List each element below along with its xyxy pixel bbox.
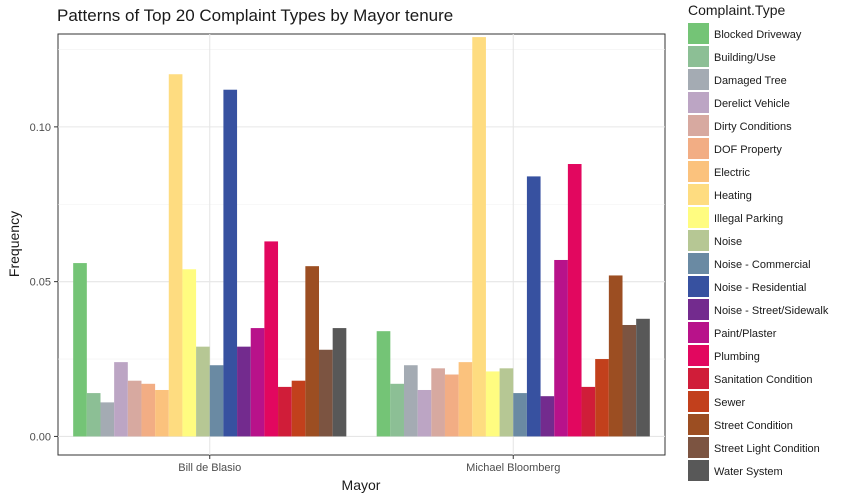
legend-label: Street Light Condition bbox=[714, 443, 820, 455]
y-tick-label: 0.10 bbox=[30, 122, 51, 134]
legend-swatch bbox=[688, 322, 709, 343]
legend-swatch bbox=[688, 138, 709, 159]
bar bbox=[417, 389, 432, 437]
legend-title: Complaint.Type bbox=[688, 2, 785, 18]
legend-label: Blocked Driveway bbox=[714, 29, 802, 41]
bar bbox=[581, 386, 596, 437]
bar bbox=[196, 346, 210, 437]
legend-label: Paint/Plaster bbox=[714, 328, 777, 340]
legend-swatch bbox=[688, 276, 709, 297]
bar bbox=[278, 386, 292, 437]
legend-label: Damaged Tree bbox=[714, 75, 787, 87]
bar bbox=[168, 74, 183, 437]
bar bbox=[332, 328, 347, 437]
bar bbox=[499, 368, 514, 437]
bar bbox=[250, 328, 265, 437]
legend: Blocked Driveway Building/Use Damaged Tree… bbox=[688, 23, 829, 481]
bar bbox=[472, 37, 486, 437]
y-axis: 0.00 0.05 0.10 bbox=[30, 122, 58, 443]
legend-swatch bbox=[688, 23, 709, 44]
legend-swatch bbox=[688, 437, 709, 458]
legend-swatch bbox=[688, 230, 709, 251]
legend-label: Derelict Vehicle bbox=[714, 98, 790, 110]
bar bbox=[86, 393, 101, 437]
bar bbox=[376, 331, 391, 437]
legend-label: Sanitation Condition bbox=[714, 374, 812, 386]
legend-swatch bbox=[688, 92, 709, 113]
bar bbox=[444, 374, 459, 437]
x-tick-label: Michael Bloomberg bbox=[466, 462, 560, 474]
y-axis-title: Frequency bbox=[6, 211, 22, 277]
bar bbox=[264, 241, 279, 437]
legend-label: Street Condition bbox=[714, 420, 793, 432]
bar bbox=[319, 349, 333, 437]
legend-swatch bbox=[688, 161, 709, 182]
bar bbox=[305, 266, 320, 437]
x-axis: Bill de Blasio Michael Bloomberg bbox=[178, 455, 560, 474]
legend-swatch bbox=[688, 69, 709, 90]
bar bbox=[223, 89, 238, 437]
bar bbox=[431, 368, 445, 437]
legend-swatch bbox=[688, 391, 709, 412]
bar bbox=[608, 275, 623, 437]
legend-swatch bbox=[688, 253, 709, 274]
y-tick-label: 0.05 bbox=[30, 277, 51, 289]
bar bbox=[114, 362, 128, 437]
legend-label: Illegal Parking bbox=[714, 213, 783, 225]
bar bbox=[209, 365, 224, 437]
bar bbox=[526, 176, 541, 437]
bar bbox=[636, 318, 650, 437]
legend-label: DOF Property bbox=[714, 144, 782, 156]
bar bbox=[485, 371, 500, 437]
bar bbox=[554, 259, 568, 437]
legend-label: Noise bbox=[714, 236, 742, 248]
x-tick-label: Bill de Blasio bbox=[178, 462, 241, 474]
legend-swatch bbox=[688, 345, 709, 366]
bar bbox=[622, 324, 637, 437]
chart-title: Patterns of Top 20 Complaint Types by Ma… bbox=[57, 6, 453, 25]
legend-label: Noise - Residential bbox=[714, 282, 806, 294]
legend-label: Dirty Conditions bbox=[714, 121, 792, 133]
legend-label: Heating bbox=[714, 190, 752, 202]
legend-label: Electric bbox=[714, 167, 751, 179]
bar bbox=[513, 393, 527, 437]
bar bbox=[567, 164, 582, 437]
x-axis-title: Mayor bbox=[342, 477, 381, 493]
bars bbox=[73, 37, 650, 437]
bar bbox=[237, 346, 251, 437]
legend-label: Noise - Commercial bbox=[714, 259, 811, 271]
bar bbox=[155, 389, 169, 437]
bar bbox=[182, 269, 197, 437]
legend-swatch bbox=[688, 46, 709, 67]
legend-label: Water System bbox=[714, 466, 783, 478]
bar bbox=[403, 365, 418, 437]
legend-swatch bbox=[688, 414, 709, 435]
bar bbox=[595, 359, 609, 437]
legend-swatch bbox=[688, 115, 709, 136]
bar bbox=[73, 263, 87, 437]
legend-swatch bbox=[688, 299, 709, 320]
y-tick-label: 0.00 bbox=[30, 431, 51, 443]
legend-swatch bbox=[688, 368, 709, 389]
legend-label: Plumbing bbox=[714, 351, 760, 363]
legend-swatch bbox=[688, 460, 709, 481]
legend-swatch bbox=[688, 207, 709, 228]
legend-label: Sewer bbox=[714, 397, 746, 409]
bar bbox=[100, 402, 115, 437]
legend-label: Building/Use bbox=[714, 52, 776, 64]
bar bbox=[458, 362, 473, 437]
bar bbox=[127, 380, 142, 437]
bar bbox=[141, 383, 156, 437]
legend-label: Noise - Street/Sidewalk bbox=[714, 305, 829, 317]
bar bbox=[390, 383, 404, 437]
bar bbox=[291, 380, 306, 437]
legend-swatch bbox=[688, 184, 709, 205]
bar bbox=[540, 396, 555, 437]
